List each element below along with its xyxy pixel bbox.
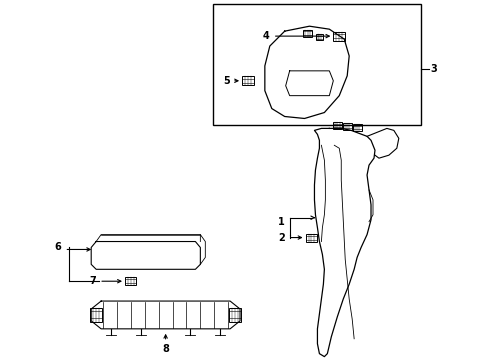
Text: 4: 4 — [263, 31, 270, 41]
Text: 1: 1 — [278, 217, 285, 227]
Text: 3: 3 — [431, 64, 437, 74]
Text: 7: 7 — [89, 276, 96, 286]
Text: 2: 2 — [278, 233, 285, 243]
Text: 5: 5 — [223, 76, 230, 86]
Bar — [213, 4, 420, 125]
Text: 8: 8 — [162, 344, 169, 354]
Text: 6: 6 — [55, 243, 61, 252]
